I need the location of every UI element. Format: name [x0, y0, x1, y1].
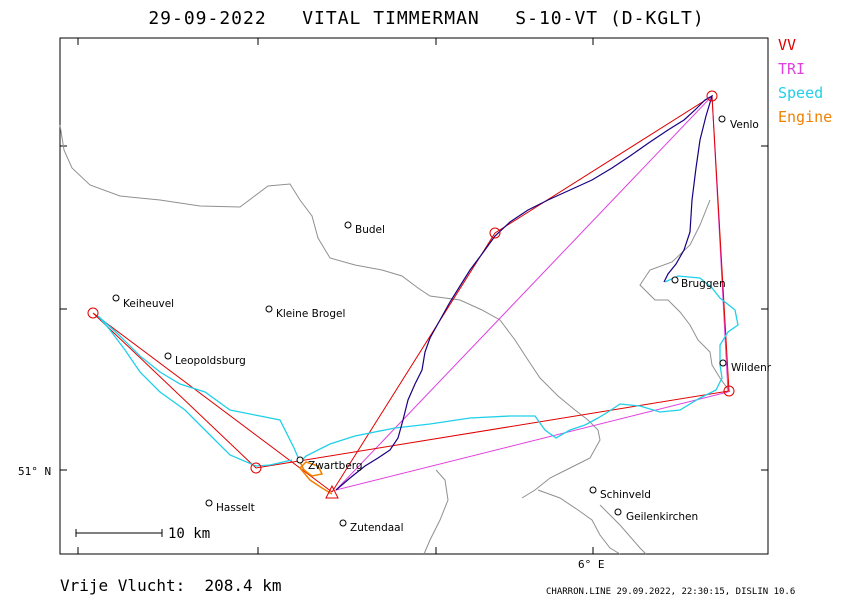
place-labels: Venlo Budel Keiheuvel Kleine Brogel Brug…	[123, 119, 772, 534]
tri-triangle	[334, 94, 729, 491]
place-label-zutendaal: Zutendaal	[350, 522, 404, 534]
engine-track	[298, 461, 333, 495]
start-marker	[325, 484, 339, 499]
gps-track	[335, 94, 714, 491]
distance-label: Vrije Vlucht: 208.4 km	[60, 576, 282, 595]
scale-label: 10 km	[168, 526, 210, 542]
place-label-venlo: Venlo	[730, 119, 759, 131]
legend-item-speed: Speed	[778, 84, 824, 102]
scale-bar	[75, 529, 163, 537]
turnpoint-venlo-north	[706, 90, 718, 102]
place-label-budel: Budel	[355, 224, 385, 236]
legend-item-engine: Engine	[778, 108, 833, 126]
place-label-hasselt: Hasselt	[216, 502, 255, 514]
place-label-wildenrath: Wildenr	[731, 362, 772, 374]
turnpoint-keiheuvel	[87, 307, 99, 319]
vv-route	[92, 95, 730, 493]
credit-line: CHARRON.LINE 29.09.2022, 22:30:15, DISLI…	[546, 587, 796, 597]
lat-label: 51° N	[18, 465, 51, 478]
lon-label: 6° E	[578, 558, 605, 571]
place-label-kleine-brogel: Kleine Brogel	[276, 308, 345, 320]
place-label-keiheuvel: Keiheuvel	[123, 298, 174, 310]
speed-track	[97, 275, 739, 467]
turnpoint-hasselt	[250, 462, 262, 474]
place-markers	[112, 115, 727, 527]
legend: VV TRI Speed Engine	[778, 33, 832, 129]
place-label-leopoldsburg: Leopoldsburg	[175, 355, 246, 367]
legend-item-tri: TRI	[778, 60, 806, 78]
place-label-schinveld: Schinveld	[600, 489, 651, 501]
legend-item-vv: VV	[778, 36, 797, 54]
country-borders	[59, 124, 731, 555]
turnpoints	[87, 90, 735, 499]
map-frame	[59, 37, 769, 555]
chart-title: 29-09-2022 VITAL TIMMERMAN S-10-VT (D-KG…	[148, 8, 705, 29]
turnpoint-wildenrath	[723, 385, 735, 397]
place-label-brueggen: Bruggen	[681, 278, 726, 290]
place-label-geilenkirchen: Geilenkirchen	[626, 511, 698, 523]
axis-ticks	[60, 38, 768, 554]
turnpoint-budel	[489, 227, 501, 239]
place-label-zwartberg: Zwartberg	[308, 460, 363, 472]
